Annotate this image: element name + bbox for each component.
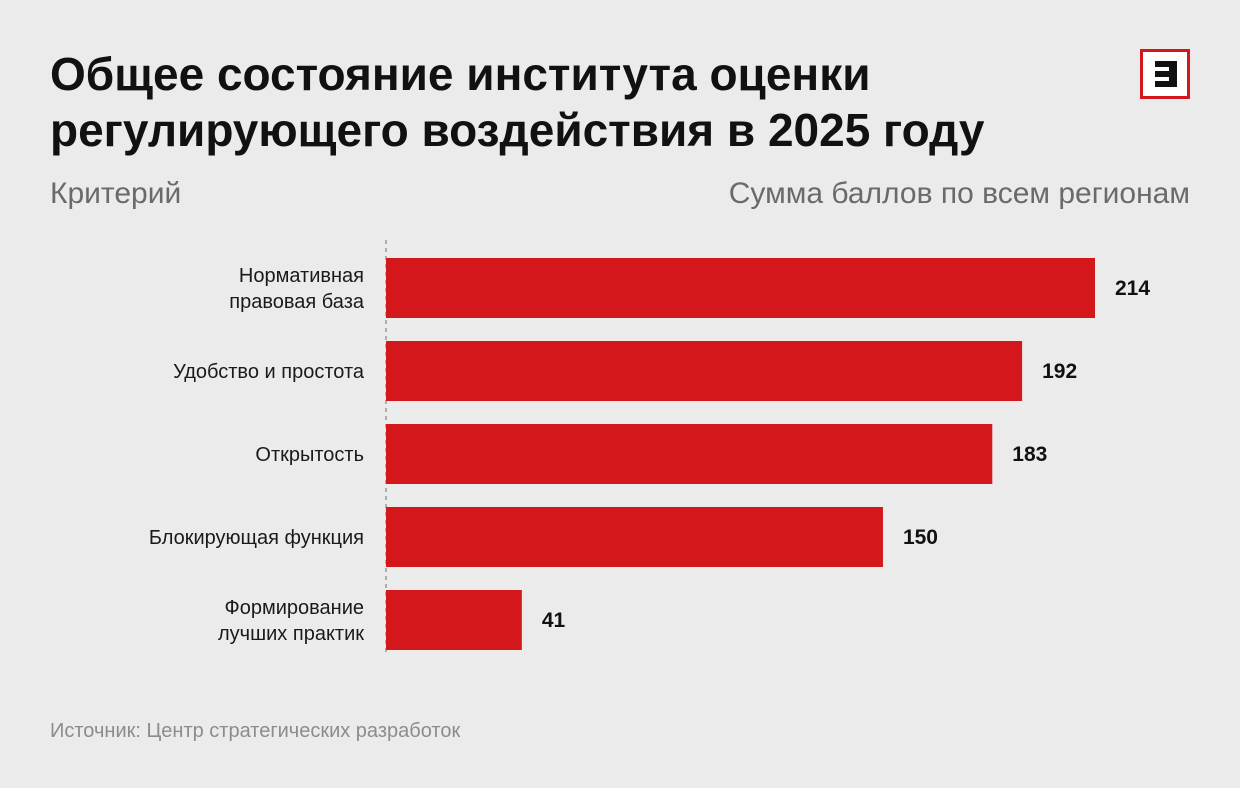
bar-value-label: 183 [1012,443,1047,466]
category-label: Открытость [255,444,364,466]
category-label-line: Открытость [255,444,364,466]
category-label-line: Удобство и простота [173,361,365,383]
category-label: Удобство и простота [173,361,365,383]
bar [386,341,1023,401]
category-label-line: Формирование [225,597,364,619]
page-title: Общее состояние института оценки регулир… [50,48,985,156]
bar-value-label: 41 [542,609,566,632]
bar [386,507,883,567]
category-label: Нормативная правовая база [229,265,365,313]
bar-value-label: 192 [1042,360,1077,383]
bar [386,590,522,650]
e-logo-icon [1140,49,1190,99]
category-label-line: лучших практик [218,623,364,645]
bar-value-label: 214 [1115,277,1150,300]
bar-chart: 214 Нормативная правовая база 192 Удобство и… [149,240,1150,652]
category-label-line: Блокирующая функция [149,527,364,549]
source-note: Источник: Центр стратегических разработо… [50,720,461,742]
value-column-header: Сумма баллов по всем регионам [728,177,1190,210]
category-label: Формирование лучших практик [218,597,364,645]
bar [386,424,993,484]
category-column-header: Критерий [50,177,182,210]
bar-value-label: 150 [903,526,938,549]
category-label-line: правовая база [229,291,365,313]
category-label-line: Нормативная [239,265,364,287]
category-label: Блокирующая функция [149,527,364,549]
bar [386,258,1095,318]
